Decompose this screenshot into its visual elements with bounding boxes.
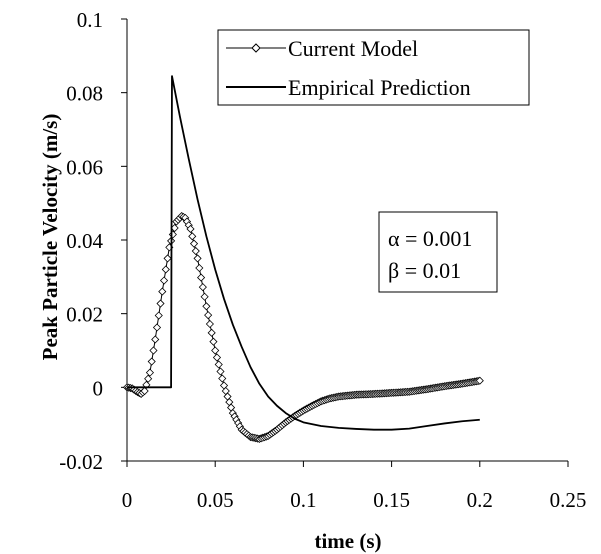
y-tick-label: 0 (93, 376, 104, 400)
data-point-current-model (212, 353, 222, 362)
x-tick-label: 0.1 (290, 488, 316, 512)
x-axis-title: time (s) (314, 529, 381, 553)
data-point-current-model (149, 346, 158, 355)
data-point-current-model (188, 232, 197, 241)
series-line-empirical-prediction (127, 75, 480, 431)
data-point-current-model (191, 246, 200, 256)
y-tick-label: 0.04 (66, 229, 103, 253)
y-tick-label: -0.02 (59, 450, 103, 474)
data-point-current-model (161, 265, 170, 274)
y-tick-label: 0.06 (66, 155, 103, 179)
y-axis-title: Peak Particle Velocity (m/s) (38, 114, 62, 361)
parameter-box-frame (378, 211, 498, 293)
data-point-current-model (145, 368, 154, 377)
alpha-label: α = 0.001 (388, 226, 472, 251)
data-point-current-model (142, 380, 151, 389)
x-tick-label: 0 (122, 488, 133, 512)
data-point-current-model (204, 311, 213, 320)
x-tick-label: 0.2 (467, 488, 493, 512)
series-layer (122, 75, 484, 443)
data-point-current-model (152, 323, 162, 332)
data-point-current-model (198, 283, 207, 292)
data-point-current-model (163, 254, 172, 263)
data-point-current-model (216, 367, 225, 376)
legend-label-current-model: Current Model (288, 36, 418, 61)
data-point-current-model (205, 319, 214, 329)
data-point-current-model (144, 374, 153, 383)
data-point-current-model (193, 254, 202, 263)
legend-box (217, 29, 530, 106)
y-tick-label: 0.02 (66, 303, 103, 327)
data-point-current-model (209, 337, 218, 346)
data-point-current-model (200, 292, 209, 301)
series-markers-current-model (122, 211, 484, 443)
data-point-current-model (159, 276, 169, 285)
x-tick-label: 0.05 (197, 488, 234, 512)
data-point-current-model (147, 357, 156, 366)
data-point-current-model (189, 239, 199, 248)
tick-marks: 0 0.05 0.1 0.15 0.2 0.25 -0.02 0 0.02 0.04 0.06 0.0… (59, 8, 586, 512)
legend-label-empirical-prediction: Empirical Prediction (288, 75, 471, 100)
data-point-current-model (156, 299, 165, 308)
data-point-current-model (195, 263, 204, 273)
data-point-current-model (211, 346, 220, 355)
parameter-box: α = 0.001 β = 0.01 (378, 211, 498, 293)
data-point-current-model (158, 287, 167, 296)
data-point-current-model (202, 302, 211, 311)
legend: Current Model Empirical Prediction (217, 29, 530, 106)
data-point-current-model (197, 273, 206, 282)
x-tick-label: 0.15 (373, 488, 410, 512)
data-point-current-model (151, 335, 160, 344)
legend-marker-diamond (251, 43, 261, 53)
data-point-current-model (186, 224, 195, 234)
x-tick-label: 0.25 (550, 488, 587, 512)
data-point-current-model (140, 386, 149, 396)
y-tick-label: 0.08 (66, 82, 103, 106)
data-point-current-model (214, 360, 223, 369)
beta-label: β = 0.01 (388, 258, 461, 283)
data-point-current-model (168, 230, 177, 239)
data-point-current-model (218, 374, 227, 383)
data-point-current-model (207, 328, 216, 337)
data-point-current-model (475, 376, 484, 385)
y-tick-label: 0.1 (77, 8, 103, 32)
data-point-current-model (154, 311, 163, 320)
